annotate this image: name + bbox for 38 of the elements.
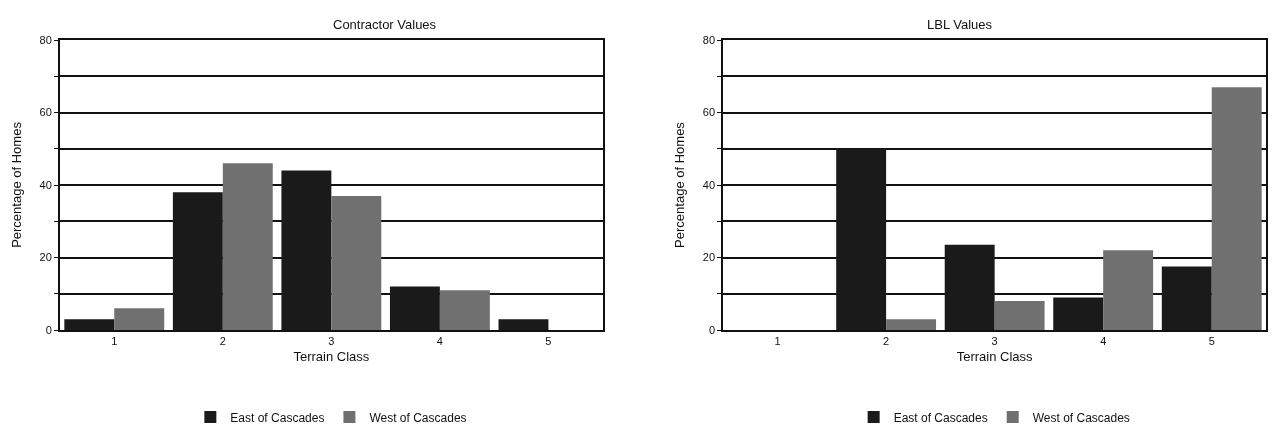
bar xyxy=(886,319,937,330)
chart-title: LBL Values xyxy=(927,17,993,32)
bar xyxy=(439,290,490,330)
x-tick-label: 5 xyxy=(1208,335,1215,348)
legend-label: West of Cascades xyxy=(369,410,467,425)
x-tick-label: 3 xyxy=(991,335,998,348)
y-tick-label: 40 xyxy=(39,178,52,191)
bar xyxy=(994,301,1045,330)
legend-label: East of Cascades xyxy=(893,410,988,425)
y-tick-label: 80 xyxy=(39,33,52,46)
y-tick-label: 60 xyxy=(39,106,52,119)
y-tick-label: 40 xyxy=(702,178,716,191)
y-tick-label: 20 xyxy=(39,251,52,264)
bar xyxy=(1211,87,1262,330)
x-tick-label: 5 xyxy=(545,335,552,348)
x-tick-label: 1 xyxy=(111,335,118,348)
y-tick-label: 0 xyxy=(45,323,52,336)
y-tick-label: 0 xyxy=(708,323,716,336)
x-tick-label: 3 xyxy=(328,335,335,348)
y-tick-label: 80 xyxy=(702,33,716,46)
chart-title: Contractor Values xyxy=(333,17,437,32)
x-tick-label: 4 xyxy=(1100,335,1107,348)
x-tick-label: 1 xyxy=(774,335,781,348)
y-tick-label: 60 xyxy=(702,106,716,119)
x-axis-title: Terrain Class xyxy=(956,349,1034,365)
y-tick-label: 20 xyxy=(702,251,716,264)
y-axis-title: Percentage of Homes xyxy=(9,121,24,248)
bar xyxy=(1103,250,1154,330)
legend-label: West of Cascades xyxy=(1032,410,1130,425)
y-axis-title: Percentage of Homes xyxy=(672,121,688,248)
bar xyxy=(114,308,165,330)
x-tick-label: 2 xyxy=(883,335,890,348)
x-tick-label: 4 xyxy=(436,335,443,348)
x-axis-title: Terrain Class xyxy=(293,349,370,365)
bar xyxy=(222,163,273,330)
x-tick-label: 2 xyxy=(219,335,226,348)
legend-label: East of Cascades xyxy=(230,410,325,425)
bar xyxy=(331,195,382,330)
